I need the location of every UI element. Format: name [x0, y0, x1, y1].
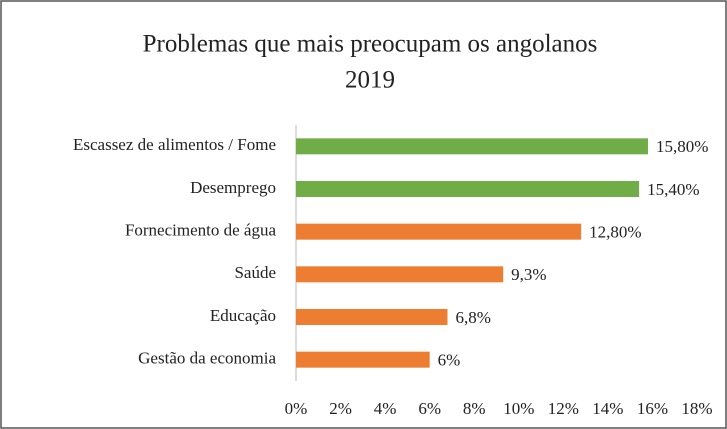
x-tick-label: 0%: [285, 399, 308, 418]
x-tick-label: 6%: [418, 399, 441, 418]
value-label: 15,80%: [656, 137, 708, 156]
value-label: 15,40%: [647, 180, 699, 199]
x-tick-label: 14%: [592, 399, 623, 418]
x-tick-label: 18%: [681, 399, 712, 418]
x-tick-label: 4%: [374, 399, 397, 418]
chart-title: Problemas que mais preocupam os angolano…: [143, 31, 598, 58]
value-label: 6%: [438, 351, 461, 370]
value-label: 12,80%: [589, 223, 641, 242]
x-tick-label: 8%: [463, 399, 486, 418]
x-tick-label: 16%: [637, 399, 668, 418]
x-tick-label: 2%: [329, 399, 352, 418]
y-tick-label: Gestão da economia: [138, 349, 276, 368]
bar: [296, 266, 504, 283]
chart-subtitle: 2019: [345, 67, 395, 94]
y-tick-label: Fornecimento de água: [125, 221, 277, 240]
bar: [296, 138, 648, 155]
y-tick-label: Escassez de alimentos / Fome: [73, 135, 276, 154]
y-tick-label: Educação: [210, 306, 276, 325]
bar: [296, 309, 448, 325]
bar: [296, 351, 430, 368]
bar: [296, 223, 582, 240]
y-tick-label: Desemprego: [190, 178, 276, 197]
value-label: 6,8%: [455, 308, 490, 327]
y-tick-label: Saúde: [234, 263, 276, 282]
x-tick-label: 12%: [548, 399, 579, 418]
value-label: 9,3%: [511, 265, 546, 284]
bar: [296, 181, 640, 197]
x-tick-label: 10%: [503, 399, 534, 418]
